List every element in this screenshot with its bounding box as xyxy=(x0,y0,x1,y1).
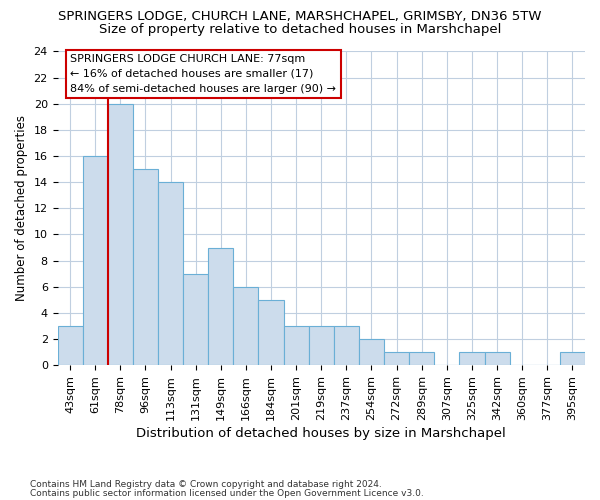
Bar xyxy=(485,352,509,365)
Bar xyxy=(233,287,259,365)
Text: SPRINGERS LODGE CHURCH LANE: 77sqm
← 16% of detached houses are smaller (17)
84%: SPRINGERS LODGE CHURCH LANE: 77sqm ← 16%… xyxy=(70,54,336,94)
Bar xyxy=(359,339,384,365)
Bar xyxy=(560,352,585,365)
Bar xyxy=(208,248,233,365)
Bar xyxy=(58,326,83,365)
Bar xyxy=(259,300,284,365)
Y-axis label: Number of detached properties: Number of detached properties xyxy=(15,116,28,302)
Text: SPRINGERS LODGE, CHURCH LANE, MARSHCHAPEL, GRIMSBY, DN36 5TW: SPRINGERS LODGE, CHURCH LANE, MARSHCHAPE… xyxy=(58,10,542,23)
Bar xyxy=(183,274,208,365)
Bar xyxy=(334,326,359,365)
X-axis label: Distribution of detached houses by size in Marshchapel: Distribution of detached houses by size … xyxy=(136,427,506,440)
Text: Size of property relative to detached houses in Marshchapel: Size of property relative to detached ho… xyxy=(99,22,501,36)
Bar xyxy=(158,182,183,365)
Bar xyxy=(83,156,108,365)
Text: Contains public sector information licensed under the Open Government Licence v3: Contains public sector information licen… xyxy=(30,488,424,498)
Bar xyxy=(384,352,409,365)
Bar xyxy=(133,169,158,365)
Bar xyxy=(309,326,334,365)
Bar xyxy=(460,352,485,365)
Bar xyxy=(284,326,309,365)
Text: Contains HM Land Registry data © Crown copyright and database right 2024.: Contains HM Land Registry data © Crown c… xyxy=(30,480,382,489)
Bar xyxy=(108,104,133,365)
Bar xyxy=(409,352,434,365)
